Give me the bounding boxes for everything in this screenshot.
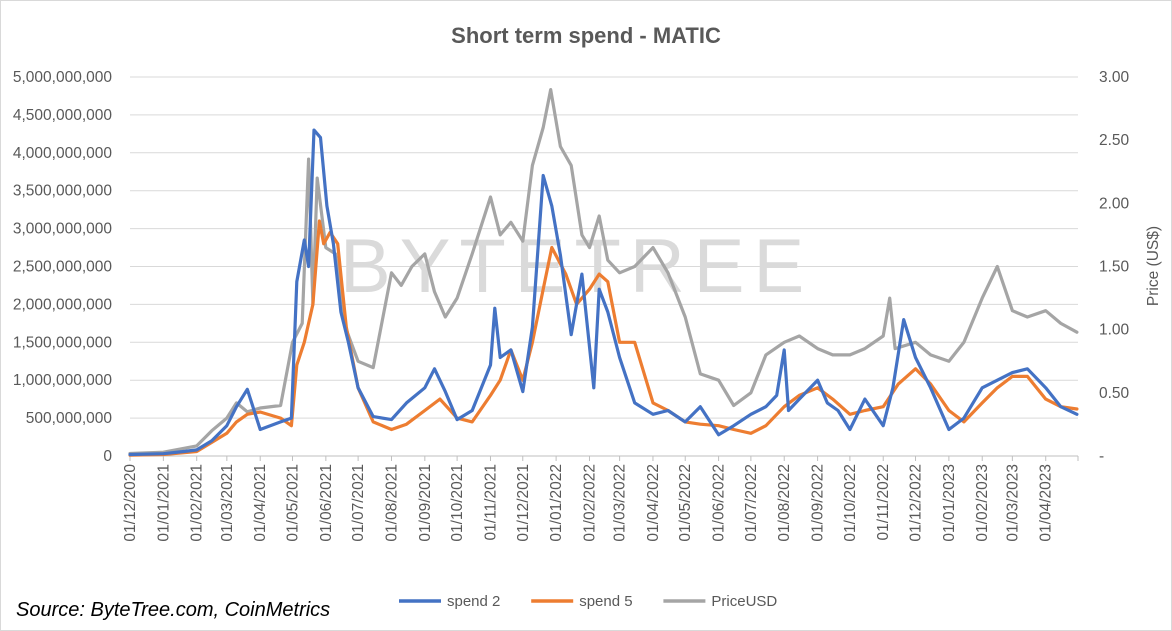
y-axis-left-tick-label: 4,000,000,000 <box>13 145 113 162</box>
x-axis-tick-label: 01/05/2021 <box>284 464 301 542</box>
y-axis-right-tick-label: 1.50 <box>1099 259 1130 276</box>
x-axis-tick-label: 01/01/2022 <box>548 464 565 542</box>
y-axis-right-tick-label: - <box>1099 448 1104 465</box>
x-axis-tick-label: 01/10/2021 <box>449 464 466 542</box>
y-axis-left-tick-label: 3,000,000,000 <box>13 221 113 238</box>
x-axis-tick-label: 01/08/2021 <box>383 464 400 542</box>
x-axis-tick-label: 01/08/2022 <box>776 464 793 542</box>
series-lines <box>128 88 1079 457</box>
x-axis-tick-label: 01/09/2022 <box>810 464 827 542</box>
y-axis-left-tick-label: 1,500,000,000 <box>13 334 113 351</box>
axes: 0 500,000,000 1,000,000,000 1,500,000,000 2,… <box>13 69 1130 542</box>
y-axis-left-tick-label: 3,500,000,000 <box>13 183 113 200</box>
legend: spend 2 spend 5 PriceUSD <box>399 593 777 610</box>
x-axis-tick-label: 01/07/2022 <box>743 464 760 542</box>
x-axis-tick-label: 01/12/2022 <box>908 464 925 542</box>
x-axis-tick-label: 01/10/2022 <box>842 464 859 542</box>
x-axis-tick-label: 01/02/2023 <box>974 464 991 542</box>
legend-label: spend 2 <box>447 593 500 610</box>
y-axis-right-tick-label: 2.00 <box>1099 195 1130 212</box>
x-axis-tick-label: 01/07/2021 <box>350 464 367 542</box>
y-axis-left-tick-label: 5,000,000,000 <box>13 69 113 86</box>
x-axis-tick-label: 01/12/2020 <box>122 464 139 542</box>
source-note: Source: ByteTree.com, CoinMetrics <box>16 599 330 621</box>
legend-label: spend 5 <box>579 593 632 610</box>
x-axis-tick-label: 01/03/2021 <box>219 464 236 542</box>
y-axis-right-tick-label: 0.50 <box>1099 385 1130 402</box>
x-axis-tick-label: 01/05/2022 <box>677 464 694 542</box>
y-axis-left-tick-label: 4,500,000,000 <box>13 107 113 124</box>
x-axis-tick-label: 01/04/2021 <box>252 464 269 542</box>
x-axis-tick-label: 01/03/2023 <box>1004 464 1021 542</box>
series-line-spend-5 <box>128 219 1079 457</box>
y-axis-left-tick-label: 2,000,000,000 <box>13 296 113 313</box>
y-axis-right-tick-label: 2.50 <box>1099 132 1130 149</box>
legend-label: PriceUSD <box>711 593 777 610</box>
x-axis-tick-label: 01/06/2022 <box>711 464 728 542</box>
x-axis-tick-label: 01/06/2021 <box>318 464 335 542</box>
y-axis-left-tick-label: 0 <box>103 448 112 465</box>
series-line-spend-2 <box>128 128 1079 457</box>
x-axis-tick-label: 01/03/2022 <box>612 464 629 542</box>
x-axis-tick-label: 01/02/2021 <box>189 464 206 542</box>
chart-title: Short term spend - MATIC <box>451 23 721 48</box>
x-axis-tick-label: 01/12/2021 <box>515 464 532 542</box>
x-axis-tick-label: 01/11/2021 <box>482 464 499 540</box>
x-axis-tick-label: 01/04/2023 <box>1038 464 1055 542</box>
y-axis-left-tick-label: 1,000,000,000 <box>13 372 113 389</box>
x-axis-tick-label: 01/01/2023 <box>941 464 958 542</box>
y-axis-right-tick-label: 3.00 <box>1099 69 1130 86</box>
y-axis-left-tick-label: 500,000,000 <box>26 410 113 427</box>
x-axis-tick-label: 01/04/2022 <box>645 464 662 542</box>
x-axis-tick-label: 01/11/2022 <box>875 464 892 540</box>
x-axis-tick-label: 01/01/2021 <box>155 464 172 542</box>
x-axis-tick-label: 01/02/2022 <box>581 464 598 542</box>
y-axis-right-tick-label: 1.00 <box>1099 322 1130 339</box>
y-axis-right-title: Price (US$) <box>1145 226 1162 306</box>
x-axis-tick-label: 01/09/2021 <box>417 464 434 542</box>
y-axis-left-tick-label: 2,500,000,000 <box>13 259 113 276</box>
